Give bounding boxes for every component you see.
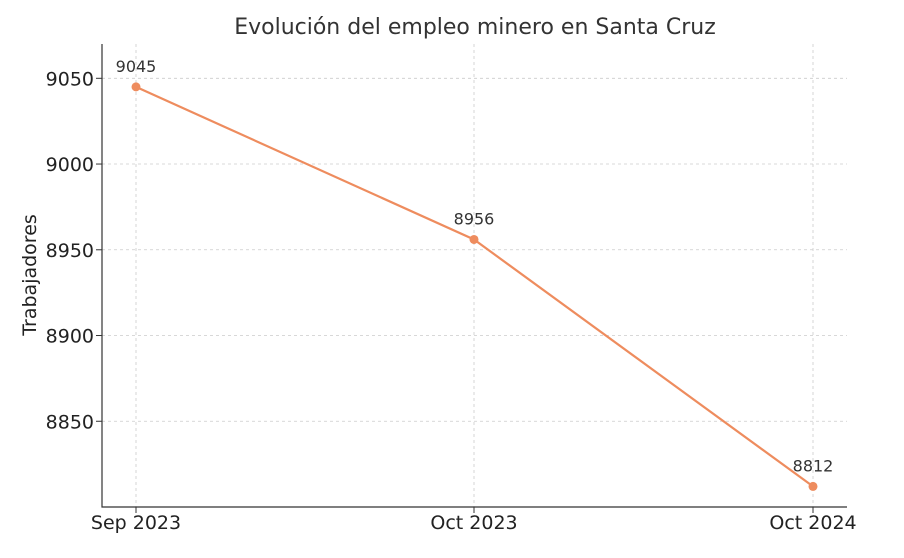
x-tick-label: Oct 2023 (430, 512, 517, 534)
y-tick-label: 8950 (46, 240, 94, 262)
axes: 8850 8900 8950 9000 9050 Sep 2023 Oct 2023 Oct … (46, 44, 857, 534)
axis-spines (101, 44, 847, 508)
data-point (808, 481, 818, 491)
x-tick-label: Sep 2023 (91, 512, 181, 534)
chart-title: Evolución del empleo minero en Santa Cru… (234, 15, 716, 40)
y-tick-label: 9000 (46, 154, 94, 176)
x-tick-label: Oct 2024 (769, 512, 856, 534)
series-line (135, 85, 814, 488)
y-tick-label: 8900 (46, 326, 94, 348)
y-tick-label: 9050 (46, 68, 94, 90)
data-label: 8812 (793, 456, 834, 475)
data-label: 8956 (454, 209, 495, 228)
data-label: 9045 (116, 57, 157, 76)
data-point (469, 234, 479, 244)
data-labels: 9045 8956 8812 (116, 57, 834, 476)
y-tick-label: 8850 (46, 411, 94, 433)
grid-lines (102, 44, 847, 507)
data-point (131, 82, 141, 92)
series-layer (131, 82, 818, 491)
y-axis-label: Trabajadores (19, 214, 41, 337)
